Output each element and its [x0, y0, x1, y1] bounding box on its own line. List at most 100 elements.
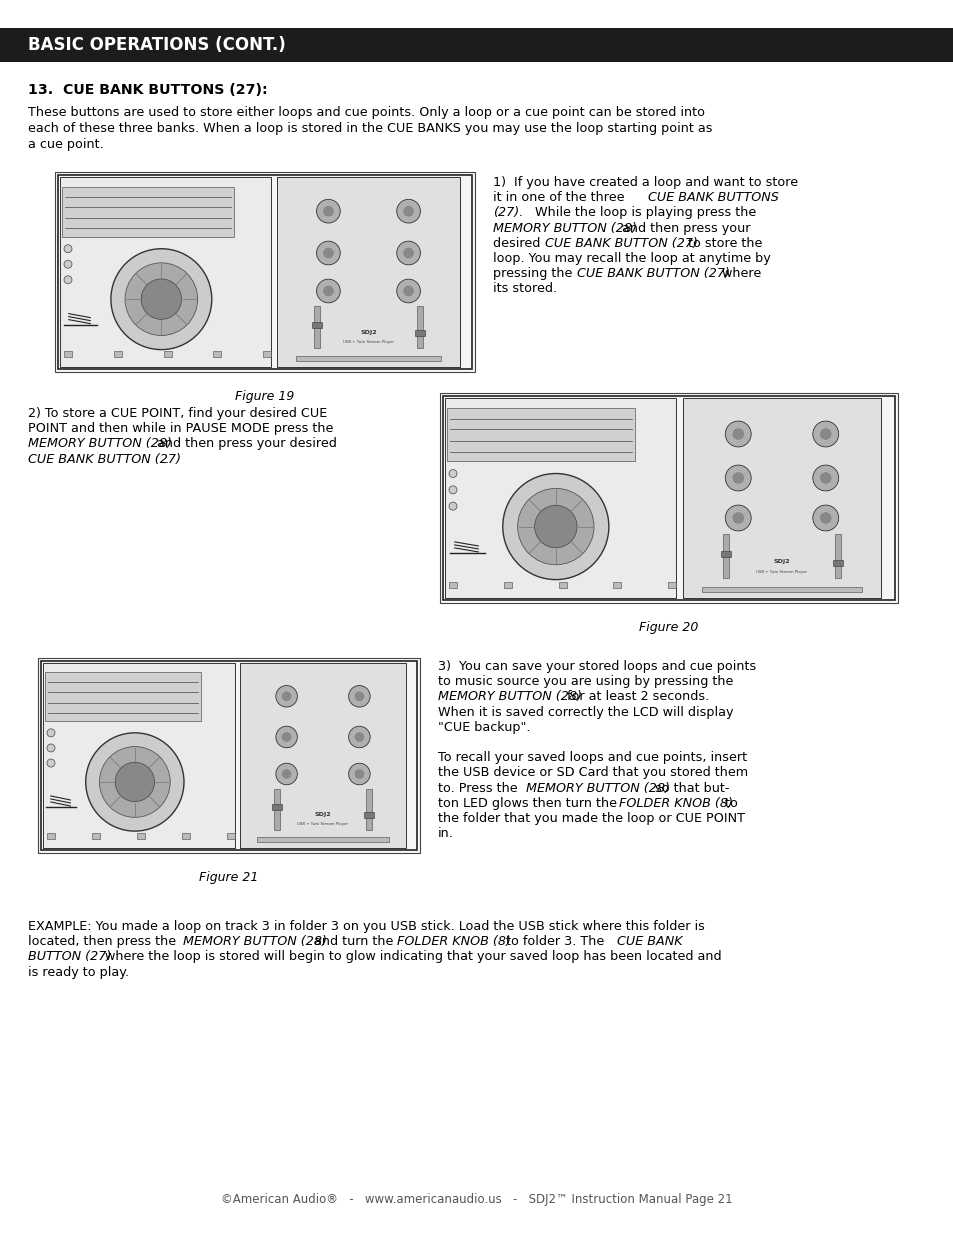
Bar	[832, 559, 841, 566]
Text: to music source you are using by pressing the: to music source you are using by pressin…	[437, 676, 733, 688]
Bar	[226, 832, 234, 839]
Text: (27).: (27).	[493, 206, 522, 220]
Circle shape	[47, 760, 55, 767]
Circle shape	[47, 743, 55, 752]
Text: CUE BANK BUTTONS: CUE BANK BUTTONS	[647, 191, 778, 204]
Circle shape	[517, 488, 594, 564]
Circle shape	[47, 729, 55, 737]
Circle shape	[355, 732, 364, 742]
Circle shape	[115, 762, 154, 802]
Circle shape	[819, 472, 831, 484]
Text: Figure 20: Figure 20	[639, 621, 698, 634]
Text: 13.  CUE BANK BUTTONS (27):: 13. CUE BANK BUTTONS (27):	[28, 83, 268, 98]
Text: MEMORY BUTTON (28): MEMORY BUTTON (28)	[525, 782, 669, 794]
Bar	[366, 789, 372, 830]
Text: its stored.: its stored.	[493, 283, 557, 295]
Bar	[60, 177, 271, 367]
Circle shape	[141, 279, 181, 320]
Circle shape	[812, 466, 838, 492]
Text: Figure 21: Figure 21	[199, 871, 258, 884]
Bar	[164, 352, 172, 357]
Text: is ready to play.: is ready to play.	[28, 966, 129, 978]
Text: and then press your desired: and then press your desired	[152, 437, 336, 451]
Bar	[667, 582, 676, 588]
Text: the USB device or SD Card that you stored them: the USB device or SD Card that you store…	[437, 767, 747, 779]
Circle shape	[403, 285, 414, 296]
Bar	[58, 175, 472, 369]
Bar	[439, 393, 897, 603]
Text: each of these three banks. When a loop is stored in the CUE BANKS you may use th: each of these three banks. When a loop i…	[28, 122, 712, 135]
Circle shape	[819, 513, 831, 524]
Text: "CUE backup".: "CUE backup".	[437, 721, 530, 734]
Circle shape	[316, 241, 340, 264]
Circle shape	[732, 472, 743, 484]
Circle shape	[275, 726, 297, 747]
Bar	[313, 322, 322, 329]
Bar	[277, 177, 459, 367]
Bar	[136, 832, 145, 839]
Text: USB + Twin Stream Player: USB + Twin Stream Player	[343, 341, 394, 345]
Text: to store the: to store the	[683, 237, 761, 249]
Text: MEMORY BUTTON (28): MEMORY BUTTON (28)	[437, 690, 581, 704]
Circle shape	[275, 685, 297, 708]
Text: USB + Twin Stream Player: USB + Twin Stream Player	[756, 571, 806, 574]
Circle shape	[348, 726, 370, 747]
Text: CUE BANK: CUE BANK	[617, 935, 682, 948]
Circle shape	[534, 505, 577, 548]
Circle shape	[355, 769, 364, 779]
Circle shape	[323, 248, 334, 258]
Circle shape	[348, 685, 370, 708]
Text: the folder that you made the loop or CUE POINT: the folder that you made the loop or CUE…	[437, 811, 744, 825]
Text: SDJ2: SDJ2	[314, 813, 331, 818]
Text: MEMORY BUTTON (28): MEMORY BUTTON (28)	[183, 935, 327, 948]
Text: FOLDER KNOB (8): FOLDER KNOB (8)	[396, 935, 511, 948]
Bar	[274, 789, 279, 830]
Bar	[38, 658, 419, 853]
Circle shape	[99, 747, 170, 818]
Bar	[62, 186, 234, 237]
Bar	[295, 357, 441, 362]
Circle shape	[323, 206, 334, 216]
Text: loop. You may recall the loop at anytime by: loop. You may recall the loop at anytime…	[493, 252, 770, 266]
Text: While the loop is playing press the: While the loop is playing press the	[526, 206, 756, 220]
Circle shape	[724, 505, 750, 531]
Circle shape	[812, 505, 838, 531]
Text: to: to	[720, 797, 737, 810]
Circle shape	[724, 466, 750, 492]
Circle shape	[502, 473, 608, 579]
Bar	[91, 832, 100, 839]
Bar	[0, 28, 953, 62]
Text: USB + Twin Stream Player: USB + Twin Stream Player	[297, 823, 348, 826]
Bar	[414, 331, 424, 336]
Text: desired: desired	[493, 237, 544, 249]
Bar	[447, 409, 635, 462]
Circle shape	[724, 421, 750, 447]
Text: EXAMPLE: You made a loop on track 3 in folder 3 on you USB stick. Load the USB s: EXAMPLE: You made a loop on track 3 in f…	[28, 920, 704, 932]
Text: ©American Audio®   -   www.americanaudio.us   -   SDJ2™ Instruction Manual Page : ©American Audio® - www.americanaudio.us …	[221, 1193, 732, 1207]
Circle shape	[86, 732, 184, 831]
Bar	[47, 832, 55, 839]
Circle shape	[403, 206, 414, 216]
Text: pressing the: pressing the	[493, 267, 576, 280]
Text: so that but-: so that but-	[650, 782, 729, 794]
Text: a cue point.: a cue point.	[28, 138, 104, 151]
Circle shape	[316, 199, 340, 224]
Bar	[41, 661, 416, 850]
Text: located, then press the: located, then press the	[28, 935, 180, 948]
Circle shape	[819, 429, 831, 440]
Circle shape	[732, 429, 743, 440]
Text: These buttons are used to store either loops and cue points. Only a loop or a cu: These buttons are used to store either l…	[28, 106, 704, 119]
Bar	[613, 582, 620, 588]
Bar	[64, 352, 71, 357]
Circle shape	[64, 245, 71, 253]
Bar	[181, 832, 190, 839]
Text: it in one of the three: it in one of the three	[493, 191, 628, 204]
Text: SDJ2: SDJ2	[773, 559, 789, 564]
Circle shape	[449, 485, 456, 494]
Text: CUE BANK BUTTON (27): CUE BANK BUTTON (27)	[577, 267, 729, 280]
Bar	[834, 534, 840, 578]
Text: .: .	[165, 452, 169, 466]
Circle shape	[125, 263, 197, 336]
Text: POINT and then while in PAUSE MODE press the: POINT and then while in PAUSE MODE press…	[28, 422, 333, 435]
Circle shape	[348, 763, 370, 784]
